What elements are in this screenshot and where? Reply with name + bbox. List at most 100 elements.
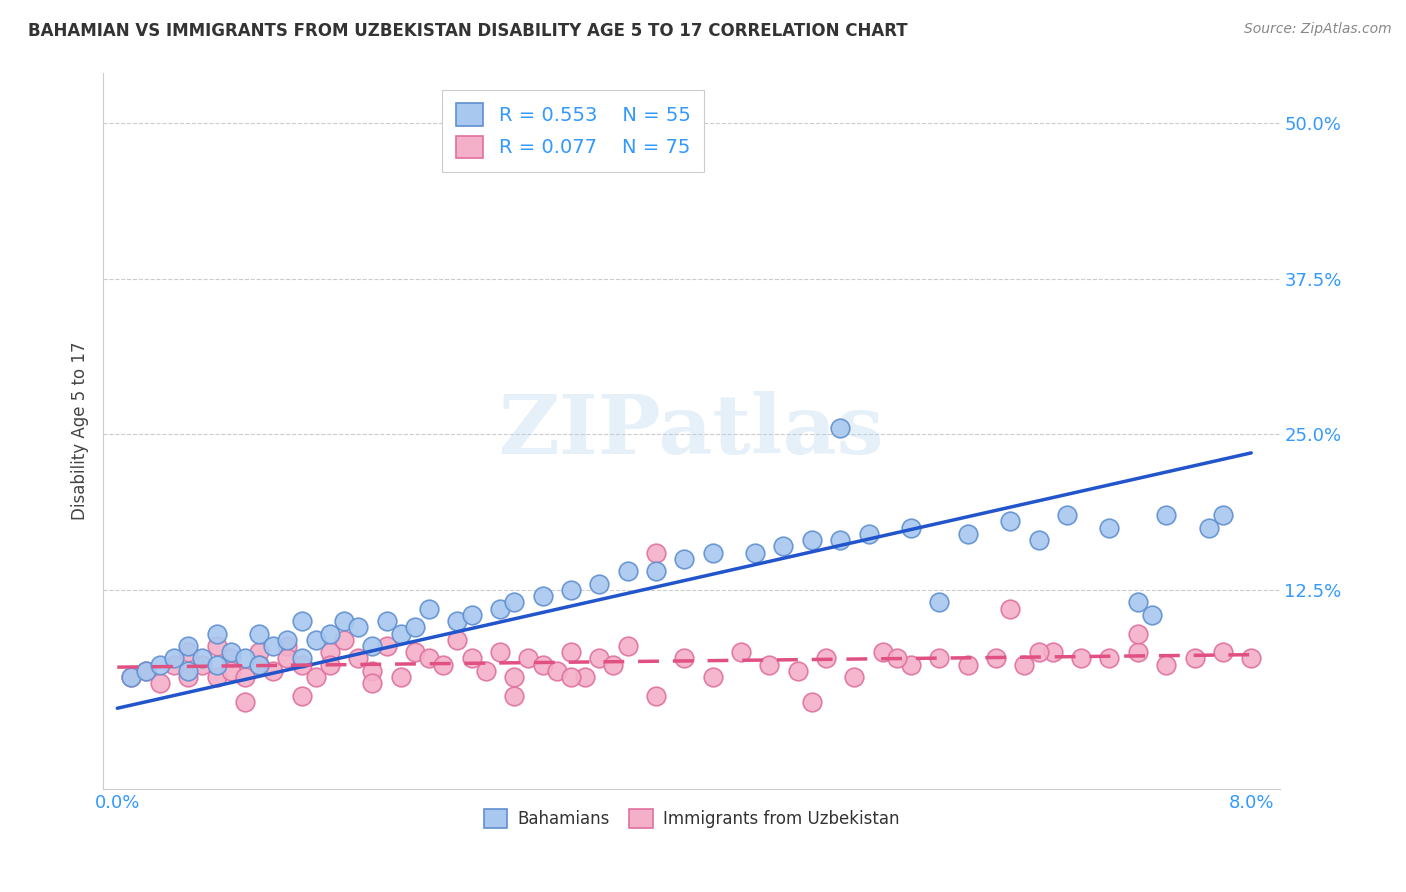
Point xyxy=(262,664,284,678)
Point xyxy=(1184,651,1206,665)
Point xyxy=(219,651,242,665)
Point xyxy=(475,664,498,678)
Point xyxy=(389,626,412,640)
Point xyxy=(247,626,270,640)
Point xyxy=(177,664,200,678)
Point xyxy=(1000,515,1022,529)
Point xyxy=(177,639,200,653)
Point xyxy=(900,657,922,672)
Point xyxy=(163,651,186,665)
Point xyxy=(247,657,270,672)
Point xyxy=(1014,657,1036,672)
Point xyxy=(1056,508,1078,523)
Point xyxy=(744,545,766,559)
Point xyxy=(928,595,950,609)
Point xyxy=(333,614,356,628)
Point xyxy=(247,645,270,659)
Point xyxy=(1098,521,1121,535)
Point xyxy=(135,664,157,678)
Point xyxy=(361,676,384,690)
Point xyxy=(205,626,228,640)
Point xyxy=(560,645,582,659)
Point xyxy=(460,651,482,665)
Point xyxy=(1154,508,1177,523)
Point xyxy=(730,645,752,659)
Point xyxy=(1126,645,1149,659)
Point xyxy=(404,645,426,659)
Point xyxy=(389,670,412,684)
Point xyxy=(503,595,526,609)
Legend: Bahamians, Immigrants from Uzbekistan: Bahamians, Immigrants from Uzbekistan xyxy=(477,802,905,835)
Point xyxy=(786,664,808,678)
Point xyxy=(886,651,908,665)
Point xyxy=(560,670,582,684)
Point xyxy=(531,589,554,603)
Point xyxy=(574,670,596,684)
Point xyxy=(758,657,780,672)
Point xyxy=(319,645,342,659)
Point xyxy=(319,626,342,640)
Point xyxy=(446,632,468,647)
Point xyxy=(205,670,228,684)
Point xyxy=(1028,645,1050,659)
Point xyxy=(814,651,837,665)
Point xyxy=(602,657,624,672)
Point xyxy=(1126,626,1149,640)
Point xyxy=(1198,521,1220,535)
Point xyxy=(347,651,370,665)
Point xyxy=(233,670,256,684)
Point xyxy=(1154,657,1177,672)
Point xyxy=(1042,645,1064,659)
Point xyxy=(588,651,610,665)
Point xyxy=(616,639,638,653)
Text: ZIPatlas: ZIPatlas xyxy=(499,391,884,471)
Point xyxy=(305,670,328,684)
Point xyxy=(205,639,228,653)
Point xyxy=(546,664,568,678)
Point xyxy=(191,651,214,665)
Point xyxy=(702,545,724,559)
Point xyxy=(135,664,157,678)
Point xyxy=(928,651,950,665)
Point xyxy=(800,533,823,547)
Point xyxy=(1240,651,1263,665)
Point xyxy=(489,645,512,659)
Point xyxy=(645,545,668,559)
Point xyxy=(588,576,610,591)
Point xyxy=(121,670,143,684)
Point xyxy=(984,651,1007,665)
Point xyxy=(503,689,526,703)
Point xyxy=(1140,607,1163,622)
Point xyxy=(375,614,398,628)
Text: BAHAMIAN VS IMMIGRANTS FROM UZBEKISTAN DISABILITY AGE 5 TO 17 CORRELATION CHART: BAHAMIAN VS IMMIGRANTS FROM UZBEKISTAN D… xyxy=(28,22,908,40)
Point xyxy=(830,421,852,435)
Point xyxy=(702,670,724,684)
Point xyxy=(404,620,426,634)
Point xyxy=(276,651,298,665)
Point xyxy=(219,645,242,659)
Point xyxy=(276,632,298,647)
Point xyxy=(830,533,852,547)
Point xyxy=(616,564,638,578)
Point xyxy=(149,676,172,690)
Point xyxy=(219,664,242,678)
Point xyxy=(177,645,200,659)
Point xyxy=(517,651,540,665)
Point xyxy=(956,527,979,541)
Point xyxy=(290,651,312,665)
Point xyxy=(1070,651,1092,665)
Point xyxy=(233,695,256,709)
Point xyxy=(205,657,228,672)
Point xyxy=(460,607,482,622)
Point xyxy=(177,670,200,684)
Point xyxy=(233,651,256,665)
Point xyxy=(489,601,512,615)
Point xyxy=(191,657,214,672)
Point xyxy=(872,645,894,659)
Point xyxy=(560,582,582,597)
Point xyxy=(844,670,866,684)
Point xyxy=(319,657,342,672)
Point xyxy=(418,601,440,615)
Point xyxy=(645,689,668,703)
Point xyxy=(858,527,880,541)
